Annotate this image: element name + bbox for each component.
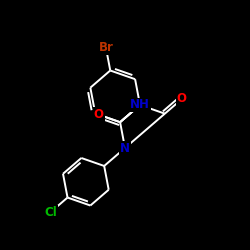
Text: O: O [177,92,187,106]
Text: Br: Br [98,41,113,54]
Text: Cl: Cl [44,206,57,219]
Text: O: O [94,108,104,121]
Text: N: N [120,142,130,154]
Text: NH: NH [130,98,150,112]
